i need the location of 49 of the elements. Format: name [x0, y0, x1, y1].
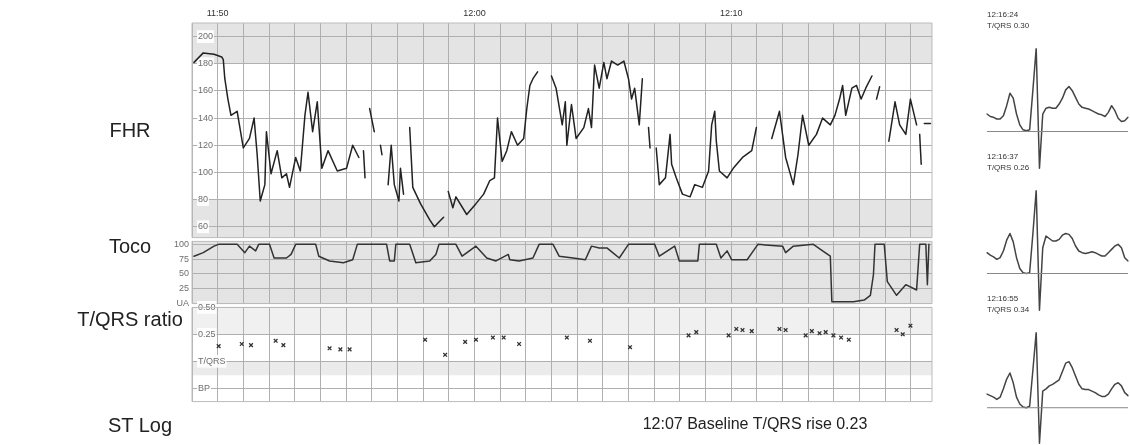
chart-title: 12:16:55	[987, 294, 1019, 303]
point	[783, 327, 789, 333]
y-axis-title: FHR	[109, 119, 151, 141]
point	[894, 327, 900, 333]
y-axis-title: Toco	[108, 235, 152, 257]
y-tick-label: 75	[178, 253, 189, 264]
chart-subtitle: T/QRS 0.30	[987, 20, 1030, 30]
point	[838, 335, 844, 341]
chart-title: 12:16:24	[987, 10, 1019, 19]
y-tick-label: T/QRS	[198, 355, 226, 366]
chart-title: 12:16:37	[987, 152, 1019, 161]
point	[693, 329, 699, 335]
point	[776, 326, 782, 332]
y-tick-label: 160	[198, 85, 214, 96]
point	[216, 343, 222, 349]
y-tick-label: 120	[198, 139, 214, 150]
point	[564, 335, 570, 341]
point	[442, 352, 448, 358]
point	[273, 338, 279, 344]
point	[280, 342, 286, 348]
point	[749, 328, 755, 334]
y-tick-label: 60	[198, 221, 209, 232]
y-tick-label: 100	[173, 238, 189, 249]
point	[846, 337, 852, 343]
point	[422, 337, 428, 343]
x-tick-label: 12:00	[463, 7, 486, 18]
x-tick-label: 11:50	[206, 7, 229, 18]
y-tick-label: 100	[198, 166, 214, 177]
y-tick-label: 180	[198, 58, 214, 69]
x-tick-label: 12:10	[719, 7, 743, 18]
y-tick-label: 140	[198, 112, 214, 123]
y-tick-label: 80	[198, 194, 209, 205]
chart-subtitle: T/QRS 0.26	[987, 162, 1030, 172]
y-tick-label: 0.50	[198, 301, 216, 312]
point	[490, 335, 496, 341]
y-tick-label: BP	[198, 382, 211, 393]
point	[740, 327, 745, 333]
y-axis-title: T/QRS ratio	[77, 308, 183, 330]
point	[473, 337, 479, 343]
text: 12:07 Baseline T/QRS rise 0.23	[641, 414, 869, 434]
y-tick-label: UA	[176, 298, 189, 309]
text: ST Log	[106, 413, 174, 437]
point	[823, 329, 829, 335]
y-tick-label: 200	[198, 31, 214, 42]
y-tick-label: 0.25	[198, 328, 216, 339]
chart-subtitle: T/QRS 0.34	[987, 304, 1030, 314]
y-tick-label: 25	[178, 283, 189, 294]
point	[733, 326, 739, 332]
y-tick-label: 50	[178, 268, 189, 279]
